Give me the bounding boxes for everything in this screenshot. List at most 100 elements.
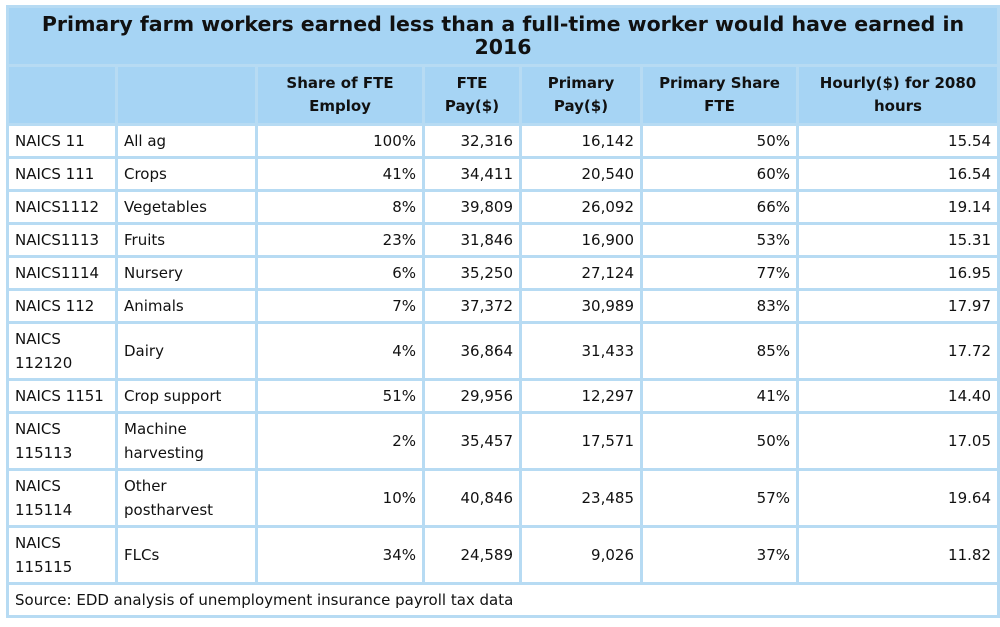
header-primary-share-fte: Primary Share FTE <box>643 67 796 123</box>
cell-primary-share: 41% <box>643 381 796 411</box>
cell-category: FLCs <box>118 528 255 582</box>
cell-code: NAICS 11 <box>9 126 115 156</box>
cell-fte-pay: 24,589 <box>425 528 519 582</box>
cell-fte-pay: 34,411 <box>425 159 519 189</box>
source-note: Source: EDD analysis of unemployment ins… <box>9 585 997 615</box>
cell-share: 7% <box>258 291 422 321</box>
cell-code: NAICS1114 <box>9 258 115 288</box>
cell-primary-pay: 23,485 <box>522 471 640 525</box>
cell-hourly: 17.97 <box>799 291 997 321</box>
cell-hourly: 16.95 <box>799 258 997 288</box>
cell-share: 100% <box>258 126 422 156</box>
cell-primary-share: 66% <box>643 192 796 222</box>
cell-fte-pay: 35,250 <box>425 258 519 288</box>
table-row: NAICS1112 Vegetables 8% 39,809 26,092 66… <box>9 192 997 222</box>
cell-primary-share: 37% <box>643 528 796 582</box>
cell-share: 23% <box>258 225 422 255</box>
cell-code: NAICS1112 <box>9 192 115 222</box>
cell-code: NAICS 115113 <box>9 414 115 468</box>
cell-share: 41% <box>258 159 422 189</box>
header-category <box>118 67 255 123</box>
cell-primary-pay: 30,989 <box>522 291 640 321</box>
cell-fte-pay: 29,956 <box>425 381 519 411</box>
table-row: NAICS 115114 Other postharvest 10% 40,84… <box>9 471 997 525</box>
table-title: Primary farm workers earned less than a … <box>9 8 997 64</box>
cell-category: Fruits <box>118 225 255 255</box>
farm-pay-table: Primary farm workers earned less than a … <box>6 5 1000 618</box>
cell-fte-pay: 35,457 <box>425 414 519 468</box>
cell-fte-pay: 31,846 <box>425 225 519 255</box>
cell-category: Crops <box>118 159 255 189</box>
cell-fte-pay: 36,864 <box>425 324 519 378</box>
cell-primary-share: 77% <box>643 258 796 288</box>
cell-hourly: 19.64 <box>799 471 997 525</box>
cell-code: NAICS 111 <box>9 159 115 189</box>
cell-share: 6% <box>258 258 422 288</box>
cell-category: Dairy <box>118 324 255 378</box>
header-row: Share of FTE Employ FTE Pay($) Primary P… <box>9 67 997 123</box>
cell-primary-share: 57% <box>643 471 796 525</box>
cell-hourly: 15.54 <box>799 126 997 156</box>
cell-fte-pay: 39,809 <box>425 192 519 222</box>
cell-category: Crop support <box>118 381 255 411</box>
cell-primary-share: 50% <box>643 414 796 468</box>
cell-fte-pay: 40,846 <box>425 471 519 525</box>
cell-code: NAICS 112 <box>9 291 115 321</box>
cell-primary-share: 60% <box>643 159 796 189</box>
cell-hourly: 19.14 <box>799 192 997 222</box>
cell-category: All ag <box>118 126 255 156</box>
cell-primary-pay: 20,540 <box>522 159 640 189</box>
cell-category: Animals <box>118 291 255 321</box>
cell-share: 10% <box>258 471 422 525</box>
table-row: NAICS 115113 Machine harvesting 2% 35,45… <box>9 414 997 468</box>
cell-primary-pay: 26,092 <box>522 192 640 222</box>
table-row: NAICS 112120 Dairy 4% 36,864 31,433 85% … <box>9 324 997 378</box>
cell-hourly: 15.31 <box>799 225 997 255</box>
cell-fte-pay: 32,316 <box>425 126 519 156</box>
cell-hourly: 11.82 <box>799 528 997 582</box>
cell-primary-pay: 17,571 <box>522 414 640 468</box>
cell-primary-pay: 16,900 <box>522 225 640 255</box>
source-row: Source: EDD analysis of unemployment ins… <box>9 585 997 615</box>
cell-primary-pay: 27,124 <box>522 258 640 288</box>
cell-primary-pay: 9,026 <box>522 528 640 582</box>
cell-category: Nursery <box>118 258 255 288</box>
cell-category: Other postharvest <box>118 471 255 525</box>
cell-share: 51% <box>258 381 422 411</box>
header-primary-pay: Primary Pay($) <box>522 67 640 123</box>
table-row: NAICS 115115 FLCs 34% 24,589 9,026 37% 1… <box>9 528 997 582</box>
cell-code: NAICS 115114 <box>9 471 115 525</box>
cell-code: NAICS 112120 <box>9 324 115 378</box>
header-hourly: Hourly($) for 2080 hours <box>799 67 997 123</box>
cell-primary-pay: 31,433 <box>522 324 640 378</box>
cell-code: NAICS 115115 <box>9 528 115 582</box>
header-fte-pay: FTE Pay($) <box>425 67 519 123</box>
cell-hourly: 14.40 <box>799 381 997 411</box>
cell-code: NAICS1113 <box>9 225 115 255</box>
table-row: NAICS1113 Fruits 23% 31,846 16,900 53% 1… <box>9 225 997 255</box>
table-row: NAICS1114 Nursery 6% 35,250 27,124 77% 1… <box>9 258 997 288</box>
table-row: NAICS 1151 Crop support 51% 29,956 12,29… <box>9 381 997 411</box>
farm-pay-table-container: Primary farm workers earned less than a … <box>6 5 1000 618</box>
cell-hourly: 16.54 <box>799 159 997 189</box>
cell-hourly: 17.05 <box>799 414 997 468</box>
cell-category: Vegetables <box>118 192 255 222</box>
cell-primary-share: 85% <box>643 324 796 378</box>
cell-hourly: 17.72 <box>799 324 997 378</box>
cell-primary-pay: 12,297 <box>522 381 640 411</box>
cell-code: NAICS 1151 <box>9 381 115 411</box>
cell-primary-pay: 16,142 <box>522 126 640 156</box>
cell-share: 4% <box>258 324 422 378</box>
header-code <box>9 67 115 123</box>
cell-primary-share: 53% <box>643 225 796 255</box>
table-row: NAICS 112 Animals 7% 37,372 30,989 83% 1… <box>9 291 997 321</box>
table-row: NAICS 11 All ag 100% 32,316 16,142 50% 1… <box>9 126 997 156</box>
cell-fte-pay: 37,372 <box>425 291 519 321</box>
cell-primary-share: 83% <box>643 291 796 321</box>
table-row: NAICS 111 Crops 41% 34,411 20,540 60% 16… <box>9 159 997 189</box>
cell-primary-share: 50% <box>643 126 796 156</box>
cell-share: 34% <box>258 528 422 582</box>
cell-share: 8% <box>258 192 422 222</box>
cell-share: 2% <box>258 414 422 468</box>
header-share-of-fte-employ: Share of FTE Employ <box>258 67 422 123</box>
